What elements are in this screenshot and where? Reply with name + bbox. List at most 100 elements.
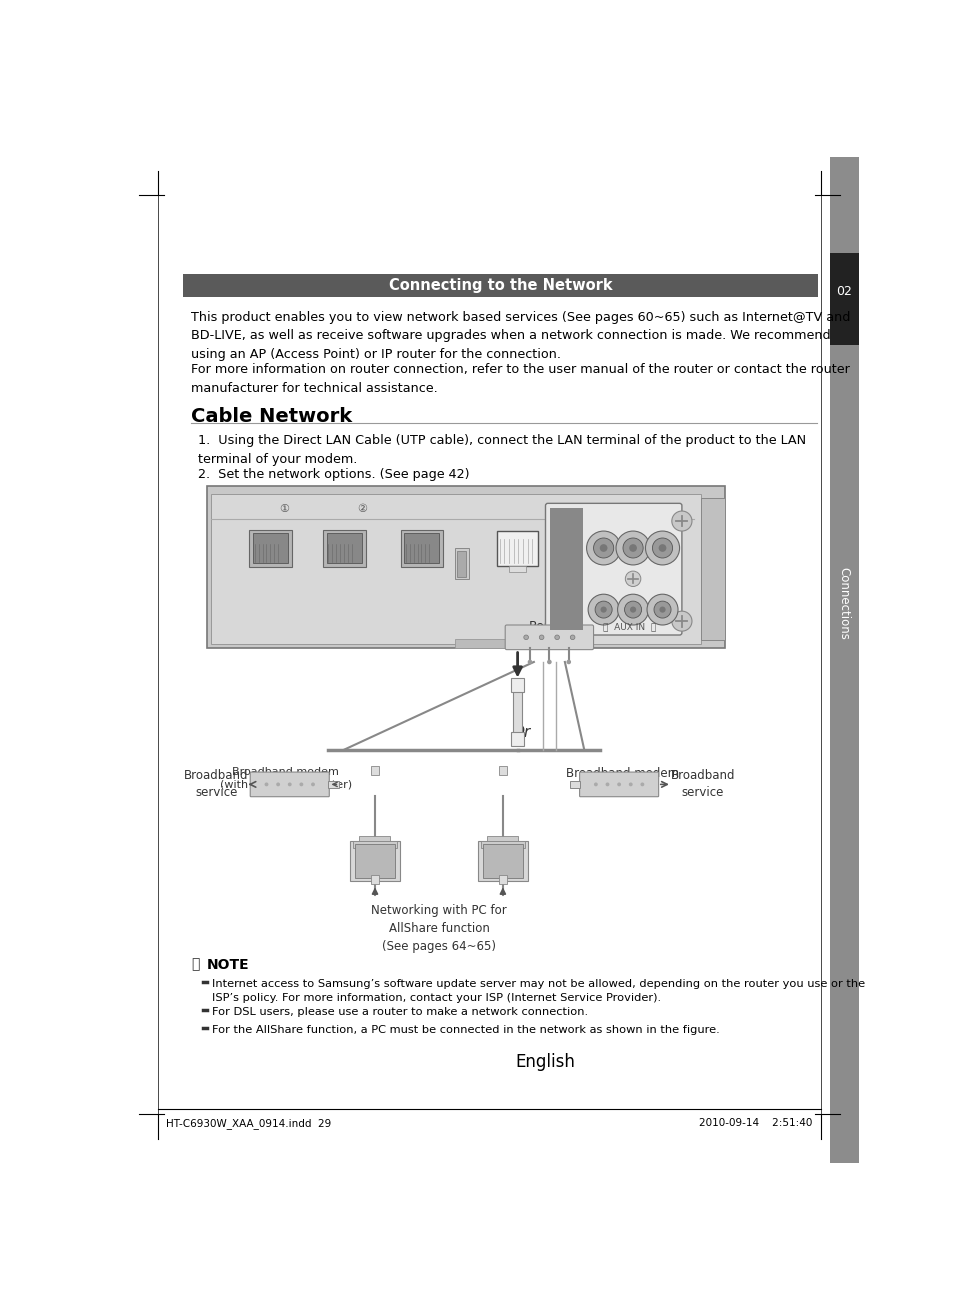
- Bar: [207, 486, 723, 648]
- Circle shape: [523, 635, 528, 639]
- Circle shape: [629, 544, 637, 552]
- Circle shape: [639, 783, 643, 787]
- Circle shape: [566, 660, 571, 664]
- Text: 1.  Using the Direct LAN Cable (UTP cable), connect the LAN terminal of the prod: 1. Using the Direct LAN Cable (UTP cable…: [197, 434, 804, 465]
- Circle shape: [586, 531, 620, 565]
- Bar: [477, 840, 527, 881]
- Circle shape: [624, 601, 641, 618]
- Bar: [511, 732, 523, 746]
- Circle shape: [624, 571, 640, 587]
- FancyBboxPatch shape: [505, 625, 593, 650]
- Bar: [513, 681, 521, 742]
- Circle shape: [587, 595, 618, 625]
- Bar: [456, 552, 466, 578]
- Text: For DSL users, please use a router to make a network connection.: For DSL users, please use a router to ma…: [212, 1006, 588, 1017]
- Circle shape: [595, 601, 612, 618]
- Circle shape: [646, 595, 678, 625]
- Bar: [487, 836, 517, 840]
- Bar: [569, 780, 579, 788]
- Bar: [249, 531, 292, 567]
- Text: 🖊: 🖊: [192, 958, 199, 971]
- Bar: [211, 494, 700, 644]
- Text: Connections: Connections: [837, 567, 850, 640]
- Bar: [498, 766, 506, 775]
- Bar: [183, 274, 818, 297]
- Circle shape: [527, 660, 532, 664]
- Text: 02: 02: [836, 285, 851, 298]
- Bar: [350, 840, 399, 881]
- Circle shape: [654, 601, 670, 618]
- Bar: [404, 532, 439, 563]
- FancyBboxPatch shape: [579, 772, 658, 797]
- Text: Or: Or: [512, 725, 530, 740]
- Bar: [371, 876, 378, 885]
- Text: Broadband modem: Broadband modem: [566, 767, 679, 780]
- Circle shape: [288, 783, 292, 787]
- Circle shape: [671, 612, 691, 631]
- Circle shape: [538, 635, 543, 639]
- Circle shape: [264, 783, 268, 787]
- Circle shape: [628, 783, 632, 787]
- Circle shape: [629, 606, 636, 613]
- Bar: [353, 840, 396, 848]
- Circle shape: [311, 783, 314, 787]
- Bar: [400, 531, 443, 567]
- Text: ①: ①: [279, 505, 289, 515]
- Bar: [327, 532, 361, 563]
- Text: Ⓡ  AUX IN  Ⓛ: Ⓡ AUX IN Ⓛ: [602, 622, 655, 631]
- Text: Broadband
service: Broadband service: [670, 770, 735, 800]
- Text: Connecting to the Network: Connecting to the Network: [388, 278, 612, 293]
- Circle shape: [605, 783, 609, 787]
- Circle shape: [599, 606, 606, 613]
- Bar: [482, 844, 522, 877]
- Bar: [497, 531, 537, 566]
- Bar: [509, 566, 525, 572]
- Circle shape: [593, 538, 613, 558]
- Circle shape: [616, 531, 649, 565]
- Bar: [498, 876, 506, 885]
- Text: English: English: [515, 1052, 575, 1070]
- Circle shape: [570, 635, 575, 639]
- Circle shape: [645, 531, 679, 565]
- Bar: [455, 548, 468, 579]
- Bar: [511, 678, 523, 691]
- Bar: [829, 254, 858, 345]
- Text: For more information on router connection, refer to the user manual of the route: For more information on router connectio…: [192, 363, 849, 395]
- Bar: [371, 766, 378, 775]
- Circle shape: [599, 544, 607, 552]
- Circle shape: [652, 538, 672, 558]
- Bar: [700, 498, 723, 640]
- Text: 2010-09-14    2:51:40: 2010-09-14 2:51:40: [699, 1119, 812, 1128]
- Text: Broadband
service: Broadband service: [184, 770, 248, 800]
- Circle shape: [671, 511, 691, 531]
- Circle shape: [622, 538, 642, 558]
- Circle shape: [299, 783, 303, 787]
- Text: Networking with PC for
AllShare function
(See pages 64~65): Networking with PC for AllShare function…: [371, 903, 507, 953]
- Text: 2.  Set the network options. (See page 42): 2. Set the network options. (See page 42…: [197, 468, 469, 481]
- Text: NOTE: NOTE: [207, 958, 249, 971]
- Bar: [323, 531, 365, 567]
- Bar: [550, 508, 582, 630]
- Text: Router: Router: [528, 621, 570, 634]
- Bar: [480, 840, 524, 848]
- Text: Broadband modem
(with integrated router): Broadband modem (with integrated router): [219, 767, 352, 789]
- Text: This product enables you to view network based services (See pages 60~65) such a: This product enables you to view network…: [192, 311, 850, 361]
- Circle shape: [658, 544, 666, 552]
- Text: HT-C6930W_XAA_0914.indd  29: HT-C6930W_XAA_0914.indd 29: [166, 1117, 331, 1129]
- Text: Internet access to Samsung’s software update server may not be allowed, dependin: Internet access to Samsung’s software up…: [212, 979, 864, 1002]
- FancyBboxPatch shape: [545, 503, 681, 635]
- Circle shape: [617, 783, 620, 787]
- Text: For the AllShare function, a PC must be connected in the network as shown in the: For the AllShare function, a PC must be …: [212, 1026, 720, 1035]
- Circle shape: [546, 660, 551, 664]
- Circle shape: [617, 595, 648, 625]
- Text: ②: ②: [356, 505, 367, 515]
- Circle shape: [659, 606, 665, 613]
- Bar: [359, 836, 390, 840]
- Bar: [253, 532, 288, 563]
- Circle shape: [276, 783, 280, 787]
- Bar: [455, 639, 517, 648]
- Circle shape: [555, 635, 558, 639]
- FancyBboxPatch shape: [250, 772, 329, 797]
- Circle shape: [594, 783, 598, 787]
- Bar: [829, 157, 858, 1163]
